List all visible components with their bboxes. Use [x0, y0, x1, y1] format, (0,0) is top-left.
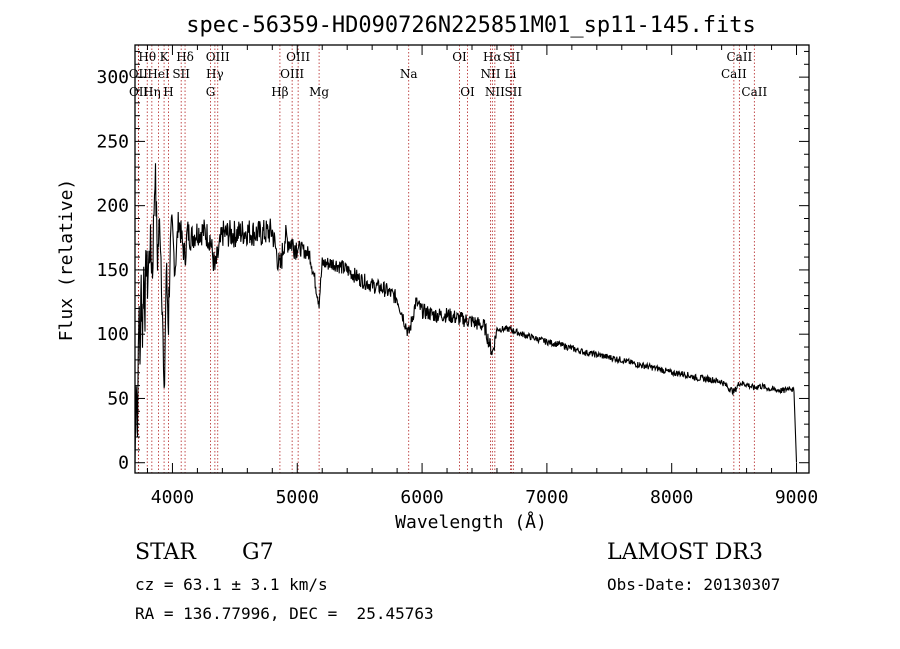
x-tick-label-4000: 4000	[151, 487, 194, 508]
line-marker-label-11: G	[206, 85, 216, 99]
line-marker-label-9: OIII	[206, 50, 230, 64]
x-tick-label-6000: 6000	[400, 487, 443, 508]
line-marker-label-23: Li	[505, 67, 517, 81]
line-marker-label-24: SII	[504, 85, 522, 99]
y-tick-label-50: 50	[107, 388, 129, 409]
line-marker-label-27: CaII	[741, 85, 767, 99]
y-tick-label-100: 100	[96, 324, 129, 345]
x-tick-label-7000: 7000	[525, 487, 568, 508]
line-marker-label-15: Mg	[309, 85, 329, 99]
line-marker-label-20: NII	[480, 67, 500, 81]
y-tick-label-300: 300	[96, 67, 129, 88]
line-marker-label-21: NII	[485, 85, 505, 99]
y-axis-label: Flux (relative)	[56, 179, 77, 342]
plot-frame	[134, 44, 810, 474]
spectrum-series-line	[134, 163, 798, 463]
line-marker-label-26: CaII	[721, 67, 747, 81]
line-marker-label-17: OI	[452, 50, 467, 64]
x-axis-label: Wavelength (Å)	[395, 511, 547, 533]
line-marker-label-5: K	[160, 50, 170, 64]
object-subclass: G7	[242, 540, 274, 565]
line-marker-label-0: Hθ	[138, 50, 156, 64]
line-marker-label-6: H	[163, 85, 173, 99]
line-marker-label-10: Hγ	[206, 67, 224, 81]
line-marker-label-7: SII	[172, 67, 190, 81]
line-marker-label-4: HeI	[147, 67, 170, 81]
line-marker-label-16: Na	[400, 67, 418, 81]
x-axis: 4000 5000 6000 7000 8000 9000	[146, 45, 818, 508]
object-class: STAR	[135, 540, 196, 565]
y-axis: 0 50 100 150 200 250 300	[96, 50, 809, 474]
line-marker-label-3: Hη	[143, 85, 161, 99]
line-marker-label-19: Hα	[483, 50, 502, 64]
line-marker-label-2: OII	[129, 85, 149, 99]
line-marker-label-25: CaII	[726, 50, 752, 64]
x-tick-label-9000: 9000	[775, 487, 818, 508]
coordinates: RA = 136.77996, DEC = 25.45763	[135, 604, 434, 623]
observation-date: Obs-Date: 20130307	[607, 575, 781, 594]
redshift-value: cz = 63.1 ± 3.1 km/s	[135, 575, 328, 594]
line-marker-label-14: OIII	[280, 67, 304, 81]
y-tick-label-0: 0	[118, 453, 129, 474]
x-tick-label-5000: 5000	[276, 487, 319, 508]
y-tick-label-250: 250	[96, 131, 129, 152]
line-marker-label-13: OIII	[286, 50, 310, 64]
line-marker-label-18: OI	[460, 85, 475, 99]
x-tick-label-8000: 8000	[650, 487, 693, 508]
y-tick-label-200: 200	[96, 196, 129, 217]
chart-title: spec-56359-HD090726N225851M01_sp11-145.f…	[186, 13, 756, 38]
survey-name: LAMOST DR3	[607, 540, 763, 565]
line-marker-label-8: Hδ	[176, 50, 194, 64]
line-marker-label-22: SII	[503, 50, 521, 64]
y-tick-label-150: 150	[96, 260, 129, 281]
line-marker-label-12: Hβ	[271, 85, 288, 99]
